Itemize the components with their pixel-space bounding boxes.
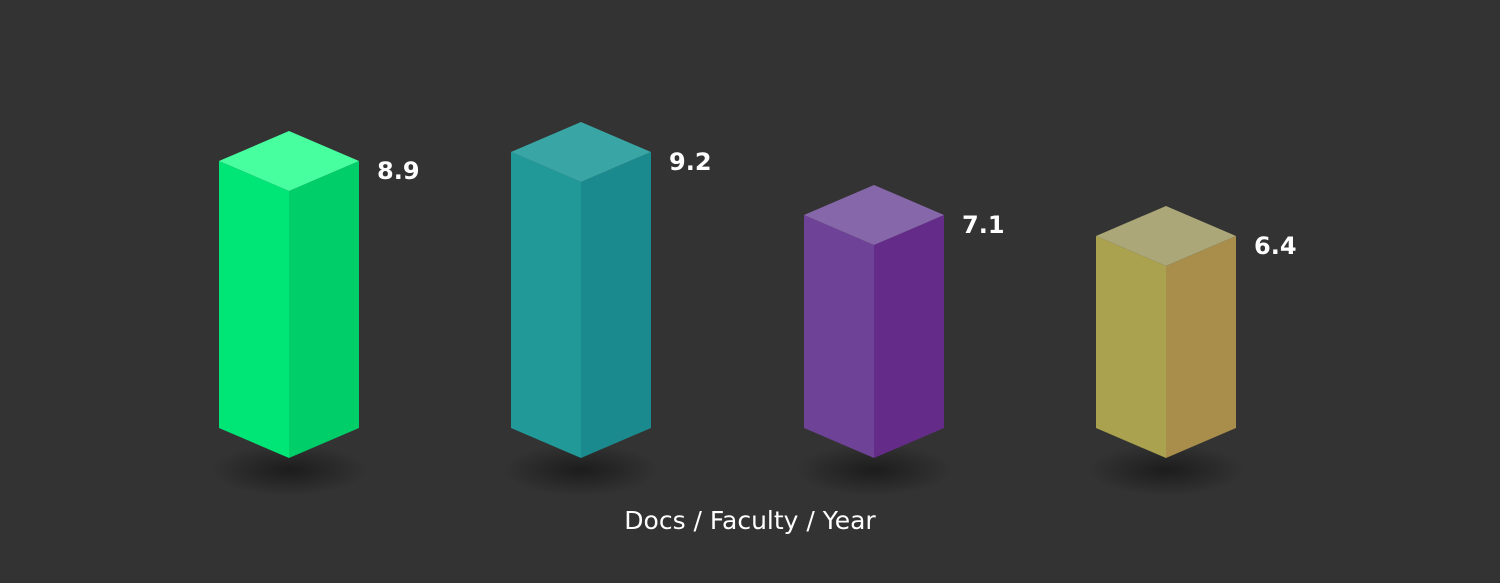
bar-side-face (289, 161, 359, 458)
bar-front-face (219, 161, 289, 458)
bar-shadow (1088, 444, 1244, 496)
bar-value-label: 9.2 (669, 148, 712, 176)
bar-side-face (1166, 236, 1236, 458)
bar-top-face (804, 185, 944, 245)
bar-shadow (211, 444, 367, 496)
bar-3: 7.1 (796, 185, 1005, 496)
x-axis-title: Docs / Faculty / Year (624, 506, 876, 535)
bar-front-face (1096, 236, 1166, 458)
bar-side-face (581, 152, 651, 458)
bar-side-face (874, 215, 944, 458)
bar-4: 6.4 (1088, 206, 1297, 496)
bar-value-label: 6.4 (1254, 232, 1297, 260)
bar-shadow (796, 444, 952, 496)
bar-top-face (219, 131, 359, 191)
bar-value-label: 7.1 (962, 211, 1005, 239)
bar-1: 8.9 (211, 131, 420, 496)
bar-shadow (503, 444, 659, 496)
bar-top-face (1096, 206, 1236, 266)
bar-top-face (511, 122, 651, 182)
bar-front-face (511, 152, 581, 458)
bar-2: 9.2 (503, 122, 712, 496)
bar-front-face (804, 215, 874, 458)
bar-value-label: 8.9 (377, 157, 420, 185)
